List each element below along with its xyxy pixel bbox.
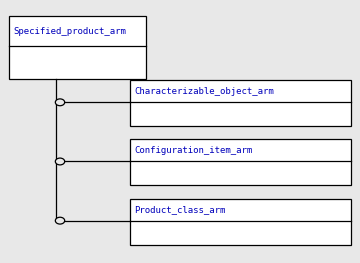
Circle shape [55,217,65,224]
Text: Characterizable_object_arm: Characterizable_object_arm [134,87,274,96]
Bar [130,139,351,185]
Text: Product_class_arm: Product_class_arm [134,206,225,215]
Text: Specified_product_arm: Specified_product_arm [13,27,126,36]
Bar [9,16,146,79]
Text: Configuration_item_arm: Configuration_item_arm [134,146,252,155]
Circle shape [55,99,65,106]
Circle shape [55,158,65,165]
Bar [130,199,351,245]
Bar [130,80,351,126]
